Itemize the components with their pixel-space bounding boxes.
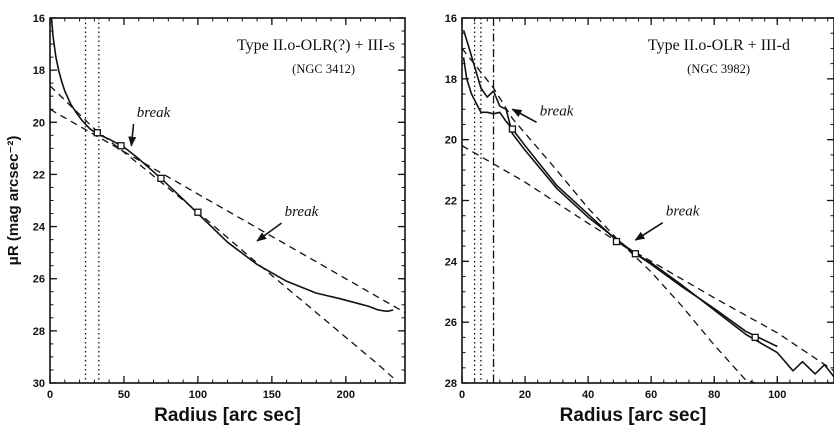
break-annotation-2: break: [285, 204, 319, 220]
chart-title: Type II.o-OLR + III-d: [648, 37, 790, 54]
break-annotation-1: break: [540, 103, 574, 119]
y-tick-label: 16: [33, 13, 45, 25]
break-marker-2: [612, 237, 621, 246]
series-line-3: [50, 85, 394, 379]
series-line-2: [462, 29, 778, 348]
x-tick-label: 0: [47, 389, 53, 401]
break-annotation-2: break: [666, 204, 700, 220]
break-marker-3: [157, 174, 165, 182]
y-tick-label: 16: [445, 13, 457, 25]
x-tick-label: 40: [582, 389, 594, 401]
x-tick-label: 20: [519, 389, 531, 401]
break-marker-2: [117, 142, 125, 150]
x-tick-label: 100: [768, 389, 786, 401]
y-axis-label: μR (mag arcsec⁻²): [5, 136, 22, 266]
series-line-3: [462, 47, 636, 256]
series-line-1: [50, 18, 394, 313]
y-tick-label: 20: [33, 117, 45, 129]
chart-panel-2: 16 18 20 22 24 26 280 20 40 60 80 100 Radius [arc se…: [445, 13, 834, 426]
chart-subtitle: (NGC 3982): [687, 62, 750, 76]
y-tick-label: 18: [445, 74, 457, 86]
y-tick-label: 26: [445, 317, 457, 329]
x-tick-label: 200: [337, 389, 355, 401]
x-tick-label: 0: [459, 389, 465, 401]
y-tick-label: 28: [33, 326, 45, 338]
x-tick-label: 50: [118, 389, 130, 401]
break-arrow-1: [511, 108, 537, 124]
break-marker-4: [751, 333, 759, 342]
series-group: [50, 18, 405, 379]
break-arrow-2: [634, 222, 664, 241]
y-tick-label: 18: [33, 65, 45, 77]
y-tick-label: 22: [33, 169, 45, 181]
series-line-4: [462, 145, 834, 372]
break-arrow-1: [128, 123, 137, 147]
chart-panel-1: 16 18 20 22 24 26 28 300 50 100 150 200 Radius [arc …: [5, 13, 406, 426]
series-line-1: [462, 57, 834, 378]
break-marker-1: [508, 125, 517, 133]
break-marker-1: [93, 129, 101, 137]
series-line-5: [619, 241, 756, 383]
y-tick-label: 20: [445, 135, 457, 147]
series-line-2: [50, 108, 405, 314]
y-tick-label: 26: [33, 274, 45, 286]
break-marker-3: [631, 250, 640, 258]
y-tick-label: 22: [445, 196, 457, 208]
x-axis-label: Radius [arc sec]: [560, 405, 707, 426]
chart-subtitle: (NGC 3412): [292, 62, 355, 76]
y-tick-label: 24: [445, 256, 458, 268]
break-arrow-2: [256, 222, 282, 242]
x-tick-label: 80: [708, 389, 720, 401]
plot-frame: [461, 17, 834, 384]
break-marker-4: [194, 208, 202, 216]
break-annotation-1: break: [137, 105, 171, 121]
y-tick-label: 24: [33, 222, 46, 234]
x-axis-label: Radius [arc sec]: [154, 405, 301, 426]
y-tick-label: 30: [33, 378, 45, 390]
y-tick-label: 28: [445, 378, 457, 390]
chart-title: Type II.o-OLR(?) + III-s: [237, 37, 395, 54]
x-tick-label: 60: [645, 389, 657, 401]
series-group: [462, 29, 834, 383]
x-tick-label: 100: [189, 389, 207, 401]
x-tick-label: 150: [263, 389, 281, 401]
